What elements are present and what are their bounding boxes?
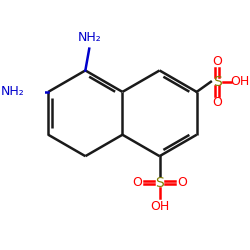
Text: O: O [212, 55, 222, 68]
Text: OH: OH [150, 200, 169, 212]
Text: OH: OH [230, 75, 249, 88]
Text: S: S [213, 75, 222, 89]
Text: S: S [155, 176, 164, 190]
Text: NH₂: NH₂ [78, 31, 102, 44]
Text: O: O [212, 96, 222, 108]
Text: NH₂: NH₂ [0, 84, 24, 98]
Text: O: O [177, 176, 187, 189]
Text: O: O [132, 176, 142, 189]
